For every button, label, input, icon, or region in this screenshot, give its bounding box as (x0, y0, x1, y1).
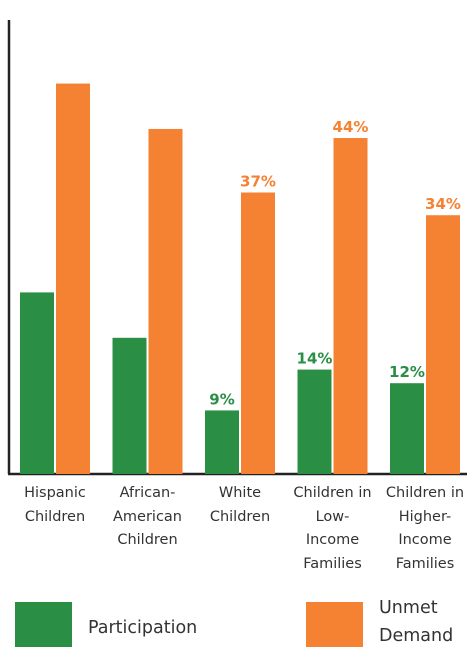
bar-unmet-demand-1 (148, 128, 183, 474)
x-tick-label-line: Children (117, 532, 178, 548)
x-tick-label-line: Families (303, 555, 362, 572)
x-tick-label-line: Hispanic (24, 485, 86, 501)
bar-participation-0 (20, 292, 54, 474)
x-tick-label-0: Hispanic Children (9, 482, 101, 529)
bars-group (20, 83, 460, 475)
x-tick-label-line: Income (305, 532, 360, 548)
data-label-participation-2: 9% (209, 390, 234, 408)
data-label-unmet-demand-2: 37% (240, 173, 276, 191)
bar-participation-2 (205, 410, 239, 474)
legend-label-unmet-demand: Unmet Demand (379, 598, 454, 646)
data-labels-group: 9% 37% 14% 44% 12% 34% (209, 118, 461, 408)
x-tick-label-1: African- American Children (102, 482, 194, 553)
data-label-participation-3: 14% (297, 350, 333, 368)
bar-unmet-demand-4 (426, 215, 460, 474)
x-tick-label-line: Children in (385, 485, 465, 501)
bar-unmet-demand-2 (241, 192, 275, 474)
x-tick-label-4: Children in Higher- Income Families (379, 482, 467, 576)
x-tick-label-line: Income (398, 532, 452, 548)
legend-label-participation: Participation (88, 618, 198, 638)
x-tick-label-line: African- (119, 485, 176, 501)
x-tick-label-3: Children in Low- Income Families (287, 482, 379, 576)
x-tick-label-line: Low- (315, 508, 350, 525)
x-tick-label-line: American (112, 508, 182, 525)
x-tick-label-line: White (218, 485, 262, 501)
bar-unmet-demand-3 (333, 138, 368, 475)
legend-swatch-participation (15, 602, 72, 647)
legend-swatch-unmet-demand (306, 602, 363, 647)
x-tick-label-line: Children (209, 508, 271, 525)
bar-participation-4 (390, 383, 424, 474)
x-tick-label-line: Children in (293, 485, 372, 501)
x-tick-label-line: Families (395, 555, 455, 572)
bar-chart: 9% 37% 14% 44% 12% 34% (7, 20, 467, 476)
bar-unmet-demand-0 (56, 83, 90, 474)
data-label-unmet-demand-4: 34% (425, 195, 461, 213)
bar-participation-1 (112, 337, 147, 474)
x-tick-label-line: Higher- (398, 508, 452, 525)
data-label-participation-4: 12% (389, 363, 425, 381)
x-tick-label-2: White Children (194, 482, 286, 529)
x-tick-label-line: Children (24, 508, 86, 525)
bar-participation-3 (297, 369, 332, 474)
data-label-unmet-demand-3: 44% (333, 118, 369, 136)
